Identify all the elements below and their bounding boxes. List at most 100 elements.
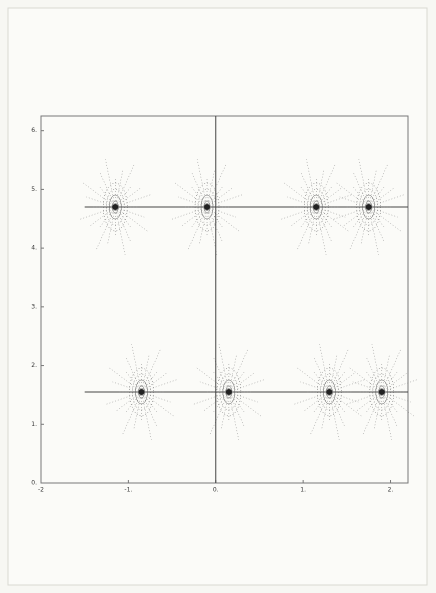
charge-point (204, 204, 211, 211)
field-line (300, 186, 317, 208)
field-line (115, 206, 149, 232)
field-line (329, 371, 346, 393)
field-line (339, 196, 369, 208)
field-line (220, 391, 230, 430)
field-line (192, 391, 229, 405)
x-tick-label: -1. (124, 487, 132, 494)
field-line (316, 206, 350, 232)
field-line (108, 367, 142, 393)
field-line (209, 391, 230, 435)
field-line (228, 354, 237, 393)
field-line (115, 206, 131, 241)
field-line (173, 182, 208, 208)
field-line (177, 196, 208, 208)
field-line (199, 381, 229, 393)
field-line (206, 206, 223, 241)
y-tick-label: 6. (31, 127, 37, 134)
field-line (180, 206, 208, 227)
field-line (381, 391, 398, 413)
field-line (115, 186, 131, 208)
field-line (141, 391, 158, 413)
field-line (381, 391, 392, 440)
field-line (352, 206, 369, 228)
field-line (228, 371, 245, 393)
field-line (368, 164, 388, 208)
field-line (213, 371, 230, 393)
field-line (96, 206, 116, 250)
field-line (366, 358, 382, 393)
field-line (314, 358, 330, 393)
field-line (141, 391, 171, 403)
y-tick-label: 0. (31, 480, 37, 487)
field-line (141, 349, 161, 393)
field-line (86, 196, 116, 208)
field-line (362, 391, 382, 435)
field-line (381, 391, 415, 417)
field-line (141, 371, 158, 393)
field-line (104, 391, 142, 405)
y-tick-label: 4. (31, 245, 37, 252)
field-line (366, 391, 382, 413)
field-line (141, 379, 179, 393)
y-tick-label: 5. (31, 186, 37, 193)
field-line (313, 391, 330, 413)
field-line (329, 391, 346, 413)
field-line (329, 391, 345, 426)
y-tick-label: 3. (31, 303, 37, 310)
field-line (206, 169, 215, 208)
field-line (360, 206, 369, 245)
field-line (316, 206, 332, 241)
field-line (125, 371, 142, 393)
field-line (115, 164, 135, 208)
field-line (331, 206, 369, 220)
field-line (368, 186, 385, 208)
field-line (381, 372, 408, 393)
field-line (319, 344, 330, 393)
field-line (115, 391, 142, 412)
field-line (313, 371, 330, 393)
field-line (141, 391, 175, 417)
field-line (115, 206, 145, 218)
field-line (368, 206, 398, 218)
field-line (131, 344, 142, 393)
field-line (300, 206, 317, 228)
field-line (115, 206, 131, 228)
field-line (141, 372, 168, 393)
charge-point (225, 388, 232, 395)
field-line (329, 354, 338, 393)
y-tick-label: 1. (31, 421, 37, 428)
charge-point (365, 204, 372, 211)
field-line (381, 349, 401, 393)
field-line (206, 206, 223, 228)
field-line (329, 391, 340, 440)
field-line (126, 358, 142, 393)
field-line (115, 206, 126, 255)
field-line (99, 186, 116, 208)
field-line (125, 391, 142, 413)
charge-point (326, 388, 333, 395)
field-line (366, 371, 382, 393)
field-line (141, 391, 152, 440)
plot-frame (40, 115, 409, 484)
field-line (368, 187, 395, 208)
x-tick-label: 0. (213, 487, 219, 494)
field-line (292, 391, 330, 405)
field-line (371, 344, 382, 393)
field-line (297, 206, 317, 250)
field-line (82, 182, 116, 208)
field-line (321, 391, 330, 430)
field-line (316, 206, 332, 228)
field-line (283, 182, 317, 208)
field-line (310, 391, 330, 435)
field-line (381, 371, 398, 393)
field-line (115, 194, 153, 208)
field-line (191, 206, 208, 228)
field-line (381, 391, 411, 403)
field-line (353, 173, 369, 208)
field-line (358, 159, 369, 208)
field-line (122, 391, 142, 435)
field-line (206, 194, 244, 208)
field-line (187, 206, 208, 250)
field-line (368, 206, 384, 241)
